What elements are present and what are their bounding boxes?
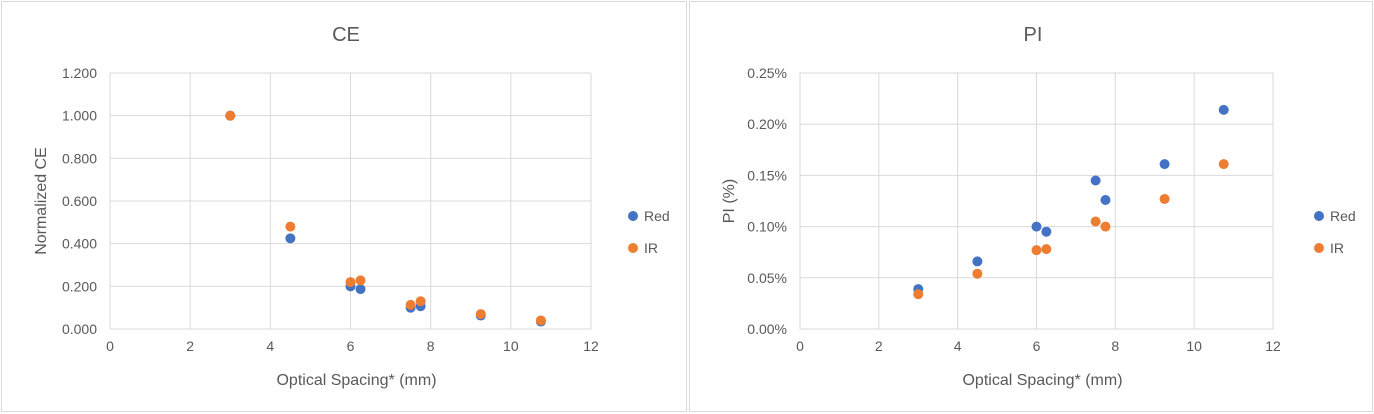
chart-ce: CE 0 2 4 6 8 10 12 0.000 0.200 0.400 0.600 0.800 1.00… [33, 24, 670, 389]
chart2-ir-point [1100, 221, 1111, 232]
chart1-ir-point [535, 315, 546, 326]
chart-panel-pi: PI 0 2 4 6 8 10 12 0.00% 0.05% 0.10% 0.15% 0.20% 0.25… [689, 1, 1373, 412]
chart2-legend-label-ir: IR [1330, 240, 1344, 256]
chart1-x-tick-label: 10 [503, 338, 519, 354]
chart1-y-tick-label: 1.000 [62, 108, 97, 124]
chart2-ir-point [1031, 245, 1042, 256]
chart2-x-tick-label: 4 [954, 338, 962, 354]
chart1-ir-point [345, 277, 356, 288]
chart2-title: PI [1024, 24, 1043, 46]
chart1-y-tick-label: 0.800 [62, 150, 97, 166]
chart1-ir-point [405, 299, 416, 310]
chart2-ir-point [1218, 159, 1229, 170]
chart2-legend-label-red: Red [1330, 208, 1356, 224]
chart2-y-tick-label: 0.05% [747, 270, 787, 286]
chart1-y-tick-label: 0.600 [62, 193, 97, 209]
chart1-legend-label-red: Red [644, 208, 670, 224]
chart1-legend-marker-red [628, 211, 638, 221]
chart1-y-tick-label: 0.400 [62, 236, 97, 252]
chart2-y-tick-label: 0.10% [747, 219, 787, 235]
chart1-red-point [355, 284, 366, 295]
chart1-ir-point [415, 296, 426, 307]
chart2-red-point [1100, 194, 1111, 205]
chart1-ir-point [355, 275, 366, 286]
chart2-y-tick-label: 0.25% [747, 65, 787, 81]
chart1-y-tick-label: 1.200 [62, 65, 97, 81]
chart1-ir-point [285, 221, 296, 232]
chart2-y-tick-label: 0.15% [747, 167, 787, 183]
chart2-x-tick-label: 6 [1033, 338, 1041, 354]
chart1-title: CE [332, 24, 360, 46]
chart2-red-point [1090, 175, 1101, 186]
chart2-ir-point [1041, 244, 1052, 255]
chart2-x-tick-label: 8 [1111, 338, 1119, 354]
chart2-x-axis-label: Optical Spacing* (mm) [962, 372, 1122, 389]
chart2-ir-point [1159, 193, 1170, 204]
chart-panel-ce: CE 0 2 4 6 8 10 12 0.000 0.200 0.400 0.600 0.800 1.00… [1, 1, 687, 412]
chart1-red-point [285, 233, 296, 244]
chart1-x-tick-label: 12 [583, 338, 599, 354]
chart2-red-point [1031, 221, 1042, 232]
chart1-y-tick-label: 0.000 [62, 321, 97, 337]
chart1-legend-label-ir: IR [644, 240, 658, 256]
chart1-y-axis-label: Normalized CE [33, 147, 50, 255]
chart2-y-tick-label: 0.00% [747, 321, 787, 337]
chart2-x-tick-label: 12 [1265, 338, 1281, 354]
chart2-x-tick-label: 10 [1186, 338, 1202, 354]
chart2-red-point [972, 256, 983, 267]
chart2-y-tick-label: 0.20% [747, 116, 787, 132]
chart2-legend-marker-red [1314, 211, 1324, 221]
chart2-x-tick-label: 0 [796, 338, 804, 354]
chart1-ir-point [225, 110, 236, 121]
chart1-y-tick-label: 0.200 [62, 278, 97, 294]
chart2-red-point [1159, 159, 1170, 170]
chart2-x-tick-label: 2 [875, 338, 883, 354]
chart2-legend-marker-ir [1314, 243, 1324, 253]
chart1-x-tick-label: 8 [427, 338, 435, 354]
chart2-ir-point [972, 268, 983, 279]
chart1-x-tick-label: 0 [106, 338, 114, 354]
chart1-x-axis-label: Optical Spacing* (mm) [276, 372, 436, 389]
chart1-x-tick-label: 6 [347, 338, 355, 354]
chart1-x-tick-label: 4 [266, 338, 274, 354]
chart2-red-point [1218, 104, 1229, 115]
chart1-legend-marker-ir [628, 243, 638, 253]
chart-pi: PI 0 2 4 6 8 10 12 0.00% 0.05% 0.10% 0.15% 0.20% 0.25… [721, 24, 1356, 389]
chart2-y-axis-label: PI (%) [721, 179, 738, 223]
chart2-ir-point [913, 289, 924, 300]
chart1-ir-point [475, 309, 486, 320]
chart2-ir-point [1090, 216, 1101, 227]
chart1-x-tick-label: 2 [186, 338, 194, 354]
chart2-red-point [1041, 226, 1052, 237]
